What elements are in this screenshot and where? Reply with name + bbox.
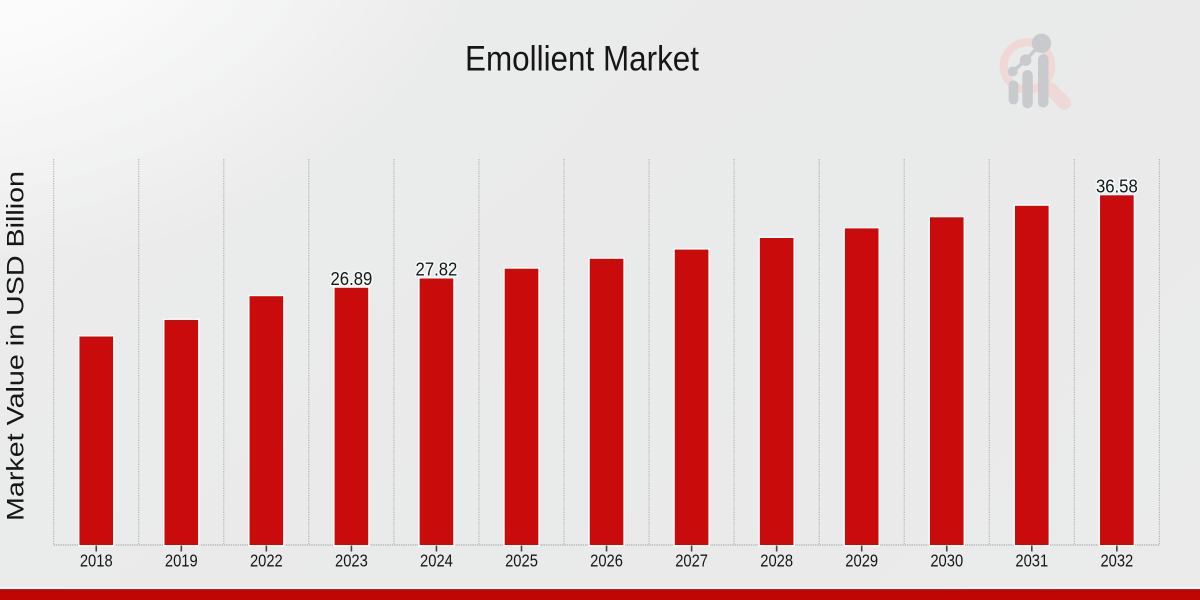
svg-text:36.58: 36.58 [1096, 176, 1138, 196]
svg-text:Emollient Market: Emollient Market [465, 40, 699, 79]
svg-text:2023: 2023 [335, 550, 368, 570]
svg-text:2019: 2019 [165, 550, 198, 570]
svg-text:2027: 2027 [675, 550, 708, 570]
svg-text:2026: 2026 [590, 550, 623, 570]
svg-text:27.82: 27.82 [416, 260, 458, 280]
svg-text:2029: 2029 [845, 550, 878, 570]
svg-text:2031: 2031 [1015, 550, 1048, 570]
svg-text:2032: 2032 [1100, 550, 1133, 570]
svg-text:2030: 2030 [930, 550, 963, 570]
svg-text:Market Value in USD Billion: Market Value in USD Billion [3, 171, 30, 521]
svg-text:2018: 2018 [80, 550, 113, 570]
svg-text:2025: 2025 [505, 550, 538, 570]
svg-text:2024: 2024 [420, 550, 453, 570]
svg-text:2028: 2028 [760, 550, 793, 570]
svg-text:2022: 2022 [250, 550, 283, 570]
svg-text:26.89: 26.89 [331, 269, 373, 289]
